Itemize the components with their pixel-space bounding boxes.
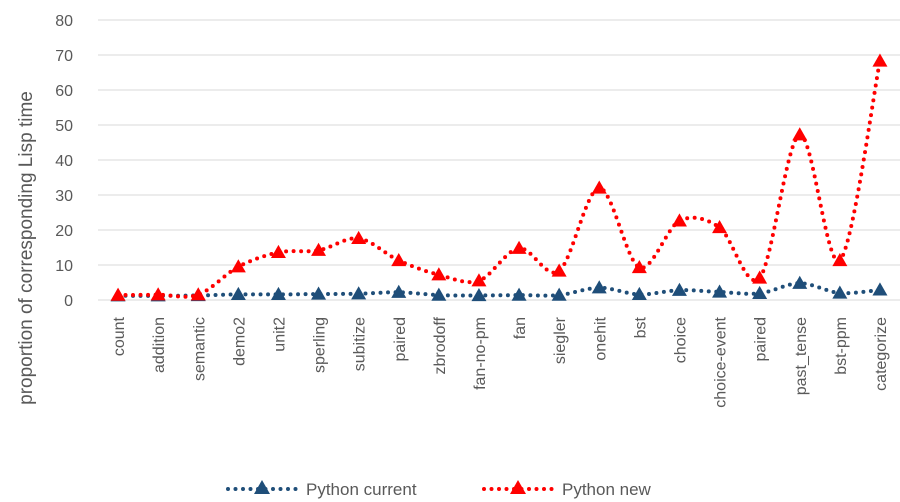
y-tick-label: 30 — [55, 188, 73, 205]
x-tick-label: zbrodoff — [432, 316, 449, 374]
series-1 — [110, 53, 888, 301]
x-tick-label: sperling — [312, 317, 329, 373]
data-point — [150, 287, 166, 301]
data-point — [712, 284, 728, 298]
data-point — [190, 287, 206, 301]
data-point — [551, 263, 567, 277]
x-tick-label: paired — [753, 317, 770, 361]
data-point — [351, 230, 367, 245]
legend: Python current Python new — [226, 480, 652, 499]
x-tick-label: bst — [632, 316, 649, 338]
y-tick-label: 80 — [55, 13, 73, 30]
data-point — [872, 53, 888, 67]
y-tick-labels: 0 10 20 30 40 50 60 70 80 — [55, 13, 73, 310]
data-point — [832, 285, 848, 299]
x-tick-label: subitize — [352, 317, 369, 371]
series-line — [116, 58, 882, 299]
data-point — [230, 286, 246, 301]
data-point — [551, 287, 567, 301]
data-point — [311, 242, 327, 256]
data-point — [391, 252, 407, 267]
x-tick-label: semantic — [191, 317, 208, 381]
data-point — [230, 259, 246, 273]
legend-marker — [510, 480, 526, 494]
series-0 — [110, 275, 888, 302]
data-point — [431, 267, 447, 281]
y-tick-label: 50 — [55, 118, 73, 135]
x-tick-label: addition — [151, 317, 168, 373]
data-point — [391, 284, 407, 298]
y-axis-title: proportion of corresponding Lisp time — [16, 91, 37, 405]
data-point — [431, 287, 447, 301]
data-point — [752, 270, 768, 284]
x-tick-label: count — [111, 316, 128, 356]
data-point — [471, 287, 487, 302]
x-tick-label: fan — [512, 317, 529, 339]
data-point — [591, 280, 607, 294]
x-tick-label: siegler — [552, 316, 569, 364]
data-point — [511, 287, 527, 301]
data-point — [270, 244, 286, 259]
gridlines — [98, 19, 900, 301]
legend-item-1: Python new — [482, 480, 652, 499]
data-point — [752, 285, 768, 299]
x-tick-labels: count addition semantic demo2 unit2 sperling s… — [111, 316, 890, 407]
data-point — [832, 252, 848, 267]
data-point — [311, 286, 327, 300]
data-point — [671, 213, 687, 227]
data-point — [471, 273, 487, 287]
data-point — [270, 286, 286, 301]
legend-label: Python current — [306, 480, 417, 499]
y-tick-label: 40 — [55, 153, 73, 170]
legend-item-0: Python current — [226, 480, 417, 499]
data-point — [631, 286, 647, 301]
x-tick-label: bst-ppm — [833, 317, 850, 375]
legend-marker — [254, 480, 270, 494]
data-point — [591, 180, 607, 194]
x-tick-label: onehit — [592, 316, 609, 360]
data-point — [712, 220, 728, 234]
y-tick-label: 0 — [64, 293, 73, 310]
y-tick-label: 20 — [55, 223, 73, 240]
x-tick-label: choice-event — [713, 316, 730, 407]
data-point — [511, 240, 527, 254]
data-point — [671, 282, 687, 296]
data-point — [792, 127, 808, 141]
x-tick-label: demo2 — [231, 317, 248, 366]
y-tick-label: 70 — [55, 48, 73, 65]
data-point — [792, 275, 808, 289]
x-tick-label: fan-no-pm — [472, 317, 489, 390]
y-tick-label: 10 — [55, 258, 73, 275]
data-point — [351, 286, 367, 300]
data-point — [110, 287, 126, 301]
series-line — [116, 281, 882, 298]
x-tick-label: choice — [672, 317, 689, 363]
x-tick-label: categorize — [873, 317, 890, 391]
x-tick-label: unit2 — [271, 317, 288, 352]
data-point — [872, 282, 888, 296]
x-tick-label: paired — [392, 317, 409, 361]
legend-label: Python new — [562, 480, 652, 499]
series-group — [110, 53, 888, 302]
data-point — [631, 259, 647, 274]
x-tick-label: past_tense — [793, 317, 810, 395]
y-tick-label: 60 — [55, 83, 73, 100]
